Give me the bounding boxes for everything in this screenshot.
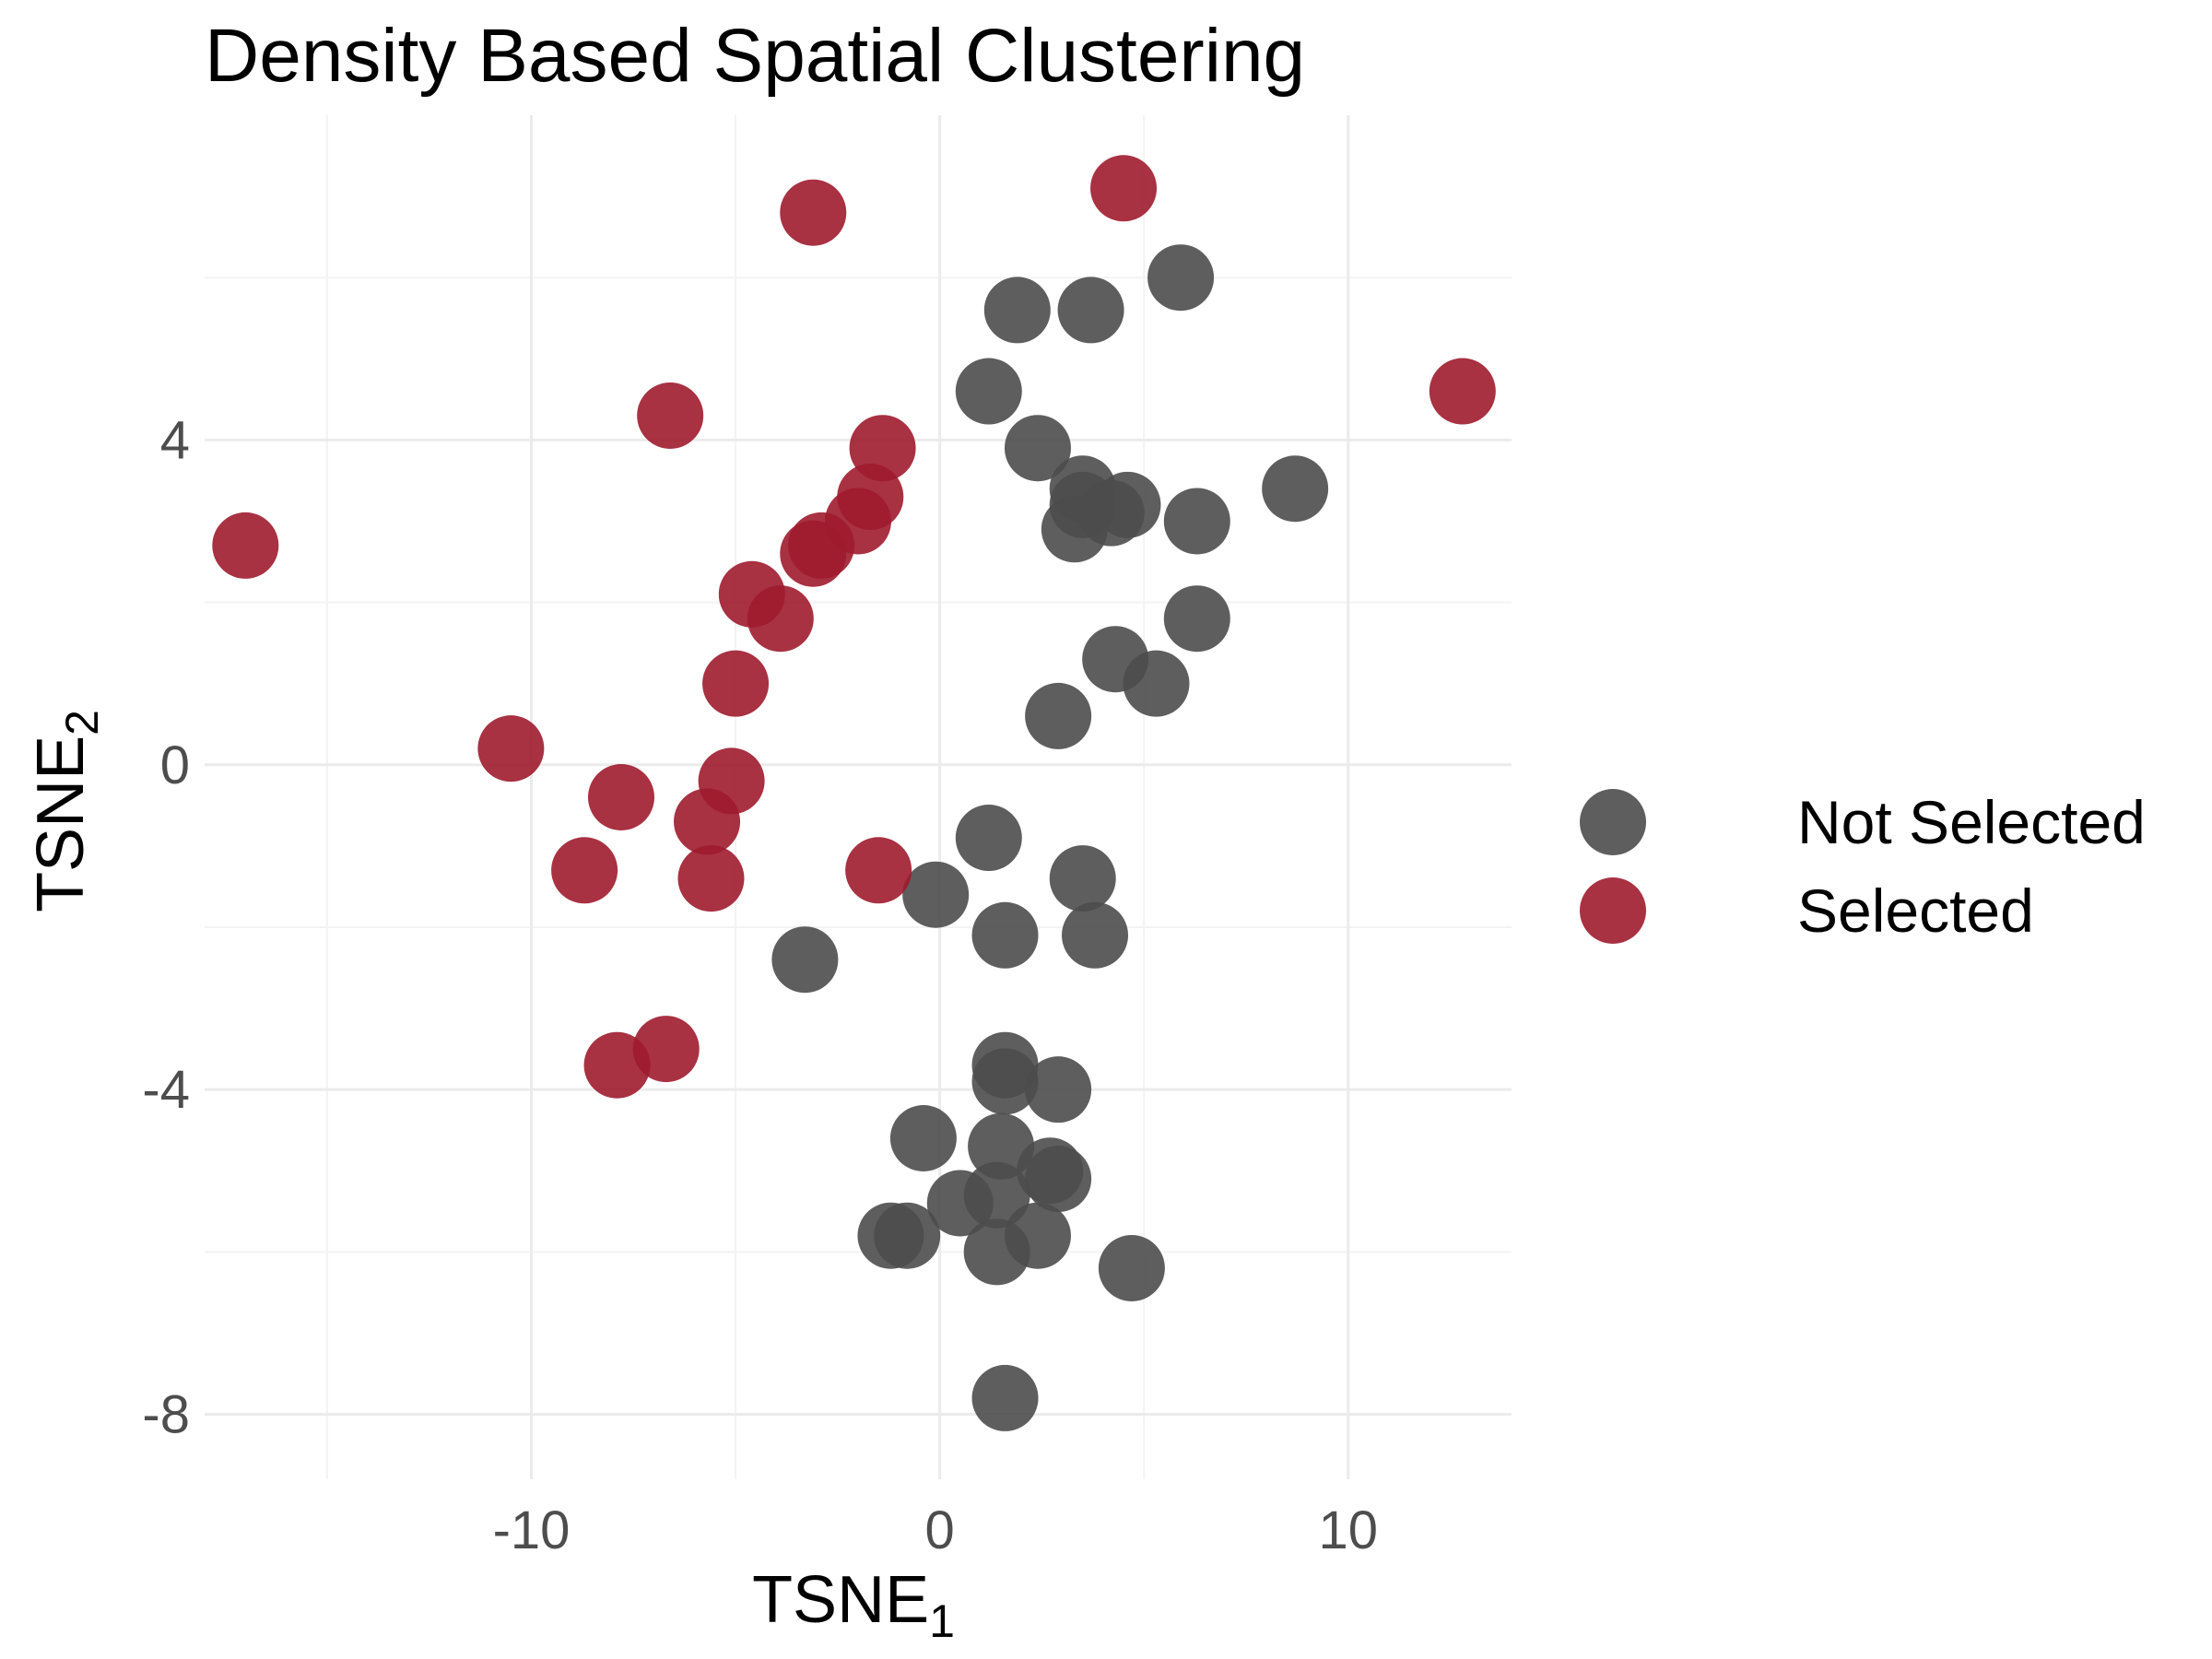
point-selected [583, 1031, 651, 1099]
point-selected [637, 382, 704, 449]
point-selected [587, 764, 654, 830]
point-not-selected [1049, 845, 1116, 912]
point-not-selected [1123, 650, 1190, 717]
y-axis-title-subscript: 2 [56, 710, 108, 735]
x-tick-labels: -10 0 10 [493, 1500, 1378, 1560]
point-selected [780, 179, 847, 246]
point-not-selected [1025, 1146, 1092, 1213]
point-not-selected [1098, 1234, 1165, 1301]
point-not-selected [874, 1202, 941, 1269]
x-axis-title: TSNE1 [752, 1563, 955, 1647]
point-not-selected [955, 358, 1022, 425]
point-not-selected [1041, 496, 1108, 563]
point-not-selected [902, 861, 970, 928]
point-selected [845, 837, 912, 904]
legend-label-not-selected: Not Selected [1797, 788, 2146, 856]
point-not-selected [1147, 244, 1215, 312]
point-not-selected [971, 901, 1039, 969]
legend-key-selected [1580, 877, 1646, 944]
point-not-selected [971, 1048, 1039, 1115]
point-not-selected [971, 1364, 1039, 1431]
x-tick-label: 10 [1318, 1500, 1378, 1560]
point-selected [747, 585, 814, 653]
point-not-selected [1062, 901, 1129, 969]
point-not-selected [1163, 585, 1230, 653]
grid-lines [205, 115, 1512, 1479]
point-not-selected [1057, 276, 1124, 344]
y-axis-title-base: TSNE [24, 735, 98, 912]
point-selected [674, 788, 741, 855]
point-selected [477, 715, 545, 782]
y-tick-label: -4 [142, 1060, 190, 1120]
y-tick-label: -8 [142, 1385, 190, 1445]
data-points [212, 155, 1496, 1431]
x-axis-title-base: TSNE [752, 1563, 929, 1637]
point-not-selected [955, 805, 1022, 872]
x-tick-label: -10 [493, 1500, 571, 1560]
point-selected [1429, 358, 1496, 425]
point-not-selected [983, 276, 1051, 344]
x-tick-label: 0 [924, 1500, 954, 1560]
point-not-selected [1163, 488, 1230, 555]
y-tick-label: 4 [160, 410, 190, 470]
point-not-selected [1004, 415, 1071, 482]
point-not-selected [963, 1218, 1030, 1286]
point-selected [212, 512, 279, 579]
point-selected [677, 845, 745, 912]
point-not-selected [889, 1105, 957, 1171]
point-not-selected [1025, 682, 1092, 749]
point-selected [551, 837, 618, 904]
point-not-selected [926, 1170, 994, 1237]
point-not-selected [1262, 455, 1329, 523]
y-axis-title: TSNE2 [24, 710, 108, 912]
y-tick-labels: -8 -4 0 4 [142, 410, 190, 1444]
point-not-selected [968, 1112, 1035, 1180]
point-selected [1090, 155, 1158, 222]
point-selected [702, 650, 770, 717]
legend-key-not-selected [1580, 789, 1646, 855]
chart-title: Density Based Spatial Clustering [205, 14, 1305, 98]
y-tick-label: 0 [160, 735, 190, 795]
point-not-selected [1025, 1056, 1092, 1124]
legend-label-selected: Selected [1797, 877, 2034, 945]
point-selected [780, 520, 847, 587]
legend: Not Selected Selected [1580, 788, 2146, 945]
point-not-selected [771, 926, 839, 994]
x-axis-title-subscript: 1 [929, 1595, 955, 1647]
